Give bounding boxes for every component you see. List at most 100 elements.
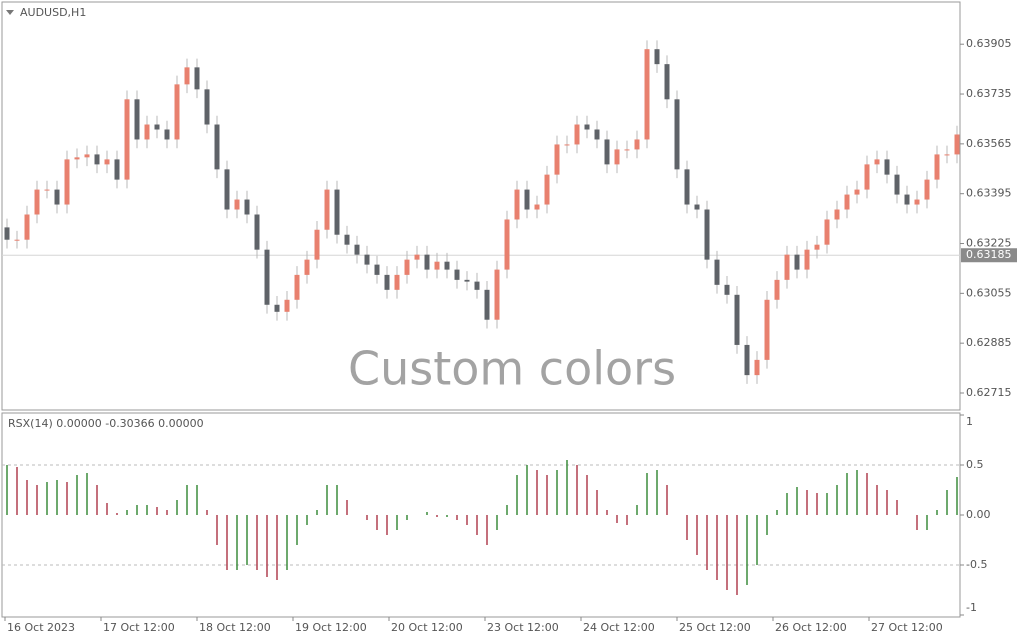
candle-body [344, 234, 350, 245]
price-panel [1, 1, 961, 411]
x-tick-label: 19 Oct 12:00 [295, 621, 367, 634]
candle-body [824, 219, 830, 245]
candle-body [934, 154, 940, 180]
candle-body [664, 64, 670, 100]
candle-body [84, 154, 90, 158]
candle-body [374, 264, 380, 275]
x-tick-label: 20 Oct 12:00 [391, 621, 463, 634]
candle-body [914, 199, 920, 205]
y-tick-label: 0.62885 [966, 336, 1012, 349]
candle-body [834, 209, 840, 220]
candle-body [764, 299, 770, 360]
candle-body [584, 124, 590, 130]
candle-body [804, 249, 810, 270]
candle-body [814, 244, 820, 250]
candle-body [794, 254, 800, 270]
candle-body [14, 239, 20, 241]
candle-body [434, 261, 440, 270]
candle-body [874, 159, 880, 165]
candle-body [44, 189, 50, 191]
candle-body [64, 159, 70, 205]
candle-body [4, 227, 10, 240]
y-tick-label: 0.62715 [966, 386, 1012, 399]
candle-body [894, 174, 900, 195]
y-tick-label: -0.5 [966, 558, 987, 571]
candle-body [884, 159, 890, 175]
candle-body [634, 139, 640, 150]
candle-body [404, 259, 410, 275]
candle-body [674, 99, 680, 170]
candle-body [154, 124, 160, 130]
candle-body [204, 89, 210, 125]
candle-body [774, 279, 780, 300]
last-price-label: 0.63185 [966, 248, 1012, 261]
candle-body [954, 134, 960, 155]
candle-body [124, 99, 130, 180]
candle-body [364, 254, 370, 265]
indicator-title: RSX(14) 0.00000 -0.30366 0.00000 [8, 417, 204, 430]
x-tick-label: 23 Oct 12:00 [487, 621, 559, 634]
candle-body [854, 189, 860, 195]
x-tick-label: 24 Oct 12:00 [583, 621, 655, 634]
candle-body [224, 169, 230, 210]
candle-body [414, 254, 420, 260]
x-tick-label: 17 Oct 12:00 [103, 621, 175, 634]
x-tick-label: 26 Oct 12:00 [775, 621, 847, 634]
candle-body [74, 157, 80, 160]
candle-body [354, 244, 360, 255]
candle-body [464, 279, 470, 282]
candle-body [494, 269, 500, 320]
candle-body [24, 214, 30, 240]
y-tick-label: 1 [966, 415, 973, 428]
candle-body [174, 84, 180, 140]
candle-body [554, 144, 560, 175]
candle-body [524, 189, 530, 210]
candle-body [504, 219, 510, 270]
candle-body [444, 261, 450, 270]
candle-body [904, 194, 910, 205]
candle-body [534, 204, 540, 210]
candle-body [694, 204, 700, 210]
candle-body [234, 199, 240, 210]
y-tick-label: 0.63055 [966, 286, 1012, 299]
candle-body [94, 154, 100, 165]
candle-body [424, 254, 430, 270]
x-tick-label: 25 Oct 12:00 [679, 621, 751, 634]
last-price-box [961, 248, 1017, 263]
y-tick-label: 0.63735 [966, 87, 1012, 100]
candle-body [384, 274, 390, 290]
y-tick-label: 0.63565 [966, 137, 1012, 150]
symbol-menu-arrow[interactable] [6, 10, 14, 15]
candle-body [164, 129, 170, 140]
x-tick-label: 16 Oct 2023 [7, 621, 75, 634]
candle-body [114, 159, 120, 180]
candle-body [564, 144, 570, 146]
candle-body [34, 189, 40, 215]
candle-body [744, 344, 750, 376]
candle-body [684, 169, 690, 205]
candle-body [214, 124, 220, 170]
candle-body [484, 289, 490, 320]
candle-body [284, 299, 290, 312]
candle-body [394, 274, 400, 290]
candle-body [334, 189, 340, 235]
y-tick-label: 0.5 [966, 458, 984, 471]
y-tick-label: 0.00 [966, 508, 991, 521]
candle-body [514, 189, 520, 220]
candle-body [704, 209, 710, 260]
x-tick-label: 27 Oct 12:00 [871, 621, 943, 634]
y-tick-label: -1 [966, 601, 977, 614]
candle-body [844, 194, 850, 210]
candle-body [454, 269, 460, 280]
candle-body [244, 199, 250, 215]
candle-body [924, 179, 930, 200]
candle-body [944, 154, 950, 156]
candle-body [724, 284, 730, 295]
candle-body [144, 124, 150, 140]
watermark: Custom colors [348, 342, 676, 396]
candle-body [254, 214, 260, 250]
symbol-title: AUDUSD,H1 [20, 6, 86, 19]
candle-body [714, 259, 720, 285]
candle-body [574, 124, 580, 145]
